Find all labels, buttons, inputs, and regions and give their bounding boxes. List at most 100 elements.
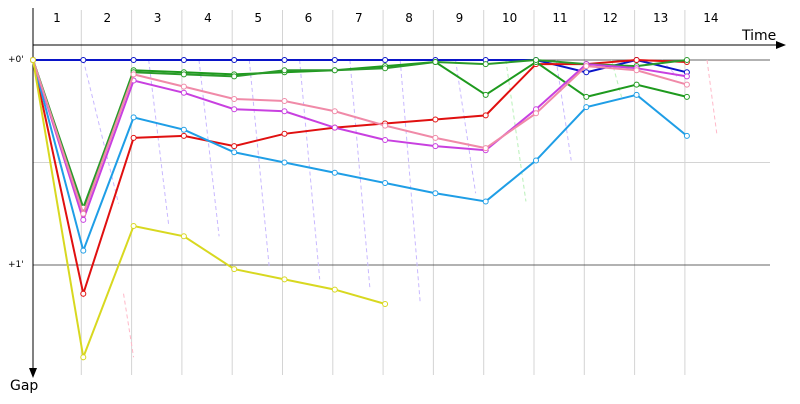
x-tick-label: 1 [53, 11, 61, 25]
data-point [231, 57, 238, 63]
data-point [683, 57, 690, 63]
data-point [180, 132, 187, 139]
data-point [432, 134, 439, 141]
data-point [281, 276, 288, 283]
data-point [130, 223, 137, 230]
x-tick-label: 11 [552, 11, 567, 25]
data-point [633, 67, 640, 74]
data-point [583, 104, 590, 111]
data-point [231, 95, 238, 102]
data-point [180, 126, 187, 133]
x-tick-label: 4 [204, 11, 212, 25]
x-axis-title: Time [741, 28, 776, 44]
data-point [281, 67, 288, 74]
data-point [533, 57, 539, 63]
data-point [80, 354, 87, 361]
data-point [331, 124, 338, 131]
x-axis-arrow [776, 41, 786, 49]
y-axis-arrow [29, 368, 37, 378]
pit-connector-line [706, 59, 718, 136]
data-point [382, 300, 389, 307]
data-point [130, 71, 137, 78]
data-point [633, 81, 640, 88]
data-point [231, 266, 238, 273]
pit-connector-line [123, 293, 135, 358]
data-point [80, 290, 87, 297]
data-point [80, 57, 87, 63]
data-point [331, 286, 338, 293]
x-tick-label: 5 [254, 11, 262, 25]
data-point [231, 106, 238, 113]
x-tick-label: 14 [703, 11, 718, 25]
data-point [583, 63, 590, 70]
data-point [331, 67, 338, 74]
data-point [633, 57, 640, 63]
pit-connector-line [349, 59, 371, 290]
series-line [33, 58, 688, 74]
x-tick-label: 12 [603, 11, 618, 25]
pit-connector-line [399, 59, 421, 304]
x-tick-label: 6 [305, 11, 313, 25]
data-point [130, 114, 137, 121]
data-point [281, 108, 288, 115]
data-point [281, 130, 288, 137]
pit-connector-line [455, 59, 477, 194]
series-line [32, 59, 688, 254]
pit-connector-line [248, 59, 270, 270]
y-tick-label: +1' [8, 260, 24, 270]
data-point [683, 81, 690, 88]
data-point [80, 210, 87, 217]
data-point [482, 198, 489, 205]
data-point [432, 116, 439, 123]
data-point [130, 134, 137, 141]
data-point [533, 110, 539, 117]
data-point [180, 57, 187, 63]
data-point [180, 71, 187, 78]
data-point [331, 108, 338, 115]
pit-connector-line [555, 59, 572, 161]
x-tick-label: 2 [103, 11, 111, 25]
data-point [482, 91, 489, 98]
data-point [231, 149, 238, 156]
series-line [32, 58, 687, 298]
data-point [281, 159, 288, 166]
data-point [80, 216, 87, 223]
data-point [281, 98, 288, 104]
data-point [432, 143, 439, 150]
data-point [180, 89, 187, 96]
data-point [281, 57, 288, 63]
data-point [432, 190, 439, 197]
data-point [180, 233, 187, 240]
data-point [633, 91, 640, 98]
series-line [32, 59, 688, 217]
pit-connector-line [82, 59, 119, 204]
data-point [80, 247, 87, 254]
data-point [30, 57, 36, 63]
data-point [231, 143, 238, 150]
data-point [331, 57, 338, 63]
x-tick-label: 3 [154, 11, 162, 25]
series-line [32, 58, 688, 211]
y-axis-title: Gap [10, 378, 38, 394]
pit-connector-line [610, 59, 622, 98]
pit-connector-line [299, 59, 321, 280]
y-tick-label: +0' [8, 55, 24, 65]
series-line [32, 59, 386, 362]
data-point [482, 112, 489, 119]
data-point [382, 122, 389, 129]
data-point [432, 59, 439, 66]
data-point [482, 145, 489, 152]
data-point [180, 83, 187, 90]
data-point [482, 61, 489, 68]
data-point [331, 169, 338, 176]
data-point [382, 65, 389, 72]
data-point [533, 157, 539, 164]
data-point [382, 180, 389, 186]
x-tick-label: 13 [653, 11, 668, 25]
data-point [382, 136, 389, 143]
data-point [683, 73, 690, 80]
series-line [32, 59, 688, 213]
data-point [382, 57, 389, 63]
